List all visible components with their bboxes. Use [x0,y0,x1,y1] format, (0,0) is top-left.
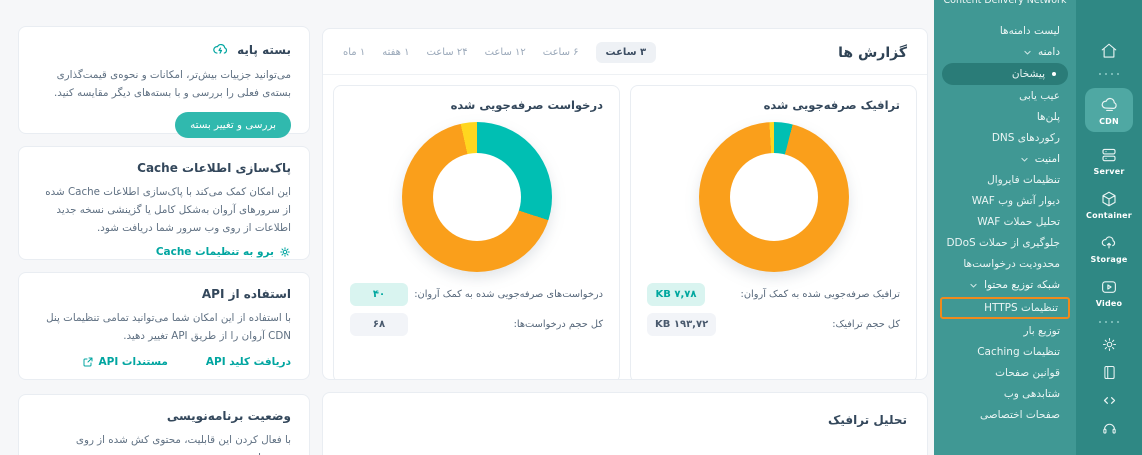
rail-item-code[interactable] [1101,392,1118,409]
video-icon [1100,278,1118,296]
storage-icon [1100,234,1118,252]
menu-section-cdn[interactable]: شبکه توزیع محتوا [934,275,1076,295]
active-bullet-icon [1052,72,1056,76]
time-range-tabs: ۳ ساعت ۶ ساعت ۱۲ ساعت ۲۴ ساعت ۱ هفته ۱ م… [343,42,657,63]
tab-1-month[interactable]: ۱ ماه [343,47,366,58]
saved-requests-value-badge: ۴۰ [350,283,408,306]
rail-item-settings[interactable] [1101,336,1118,353]
tab-1-week[interactable]: ۱ هفته [382,47,410,58]
cdn-cloud-icon [1100,95,1119,114]
rail-item-cdn[interactable]: CDN [1085,88,1133,132]
menu-item-rate-limiting[interactable]: محدودیت درخواست‌ها [963,258,1060,270]
saved-traffic-donut-chart [698,122,849,272]
base-package-card: بسته پایه می‌توانید جزییات بیش‌تر، امکان… [18,26,310,139]
cache-purge-card: پاک‌سازی اطلاعات Cache این امکان کمک می‌… [18,146,310,260]
cloud-refresh-icon [212,41,229,58]
saved-requests-chart-card: درخواست صرفه‌جویی شده درخواست‌های صرفه‌ج… [333,85,620,379]
rail-item-server[interactable]: Server [1094,146,1125,176]
change-package-button[interactable]: بررسی و تغییر بسته [175,112,291,139]
api-usage-card: استفاده از API با استفاده از این امکان ش… [18,272,310,380]
base-package-title: بسته پایه [237,42,291,57]
total-requests-label: کل حجم درخواست‌ها: [513,319,603,330]
menu-item-custom-pages[interactable]: صفحات اختصاصی [980,409,1060,421]
developer-mode-card: وضعیت برنامه‌نویسی با فعال کردن این قابل… [18,394,310,455]
tab-24-hours[interactable]: ۲۴ ساعت [426,47,468,58]
menu-item-domain-list[interactable]: لیست دامنه‌ها [999,25,1060,37]
get-api-key-link[interactable]: دریافت کلید API [205,356,291,369]
api-usage-title: استفاده از API [201,287,291,301]
container-icon [1100,190,1118,208]
rail-divider-dots [1099,321,1119,323]
menu-item-load-balancing[interactable]: توزیع بار [1023,325,1060,337]
menu-item-troubleshooting[interactable]: عیب یابی [1019,90,1060,102]
total-requests-value-badge: ۶۸ [350,313,408,336]
menu-item-caching-settings[interactable]: تنظیمات Caching [977,346,1060,358]
menu-item-waf[interactable]: دیوار آتش وب WAF [971,195,1060,207]
tab-6-hours[interactable]: ۶ ساعت [542,47,579,58]
reports-card: گزارش ها ۳ ساعت ۶ ساعت ۱۲ ساعت ۲۴ ساعت ۱… [322,28,928,380]
menu-item-web-acceleration[interactable]: شتابدهی وب [1003,388,1060,400]
menu-item-ddos-protection[interactable]: جلوگیری از حملات DDoS [946,237,1060,249]
rail-item-storage[interactable]: Storage [1091,234,1128,264]
saved-traffic-chart-title: ترافیک صرفه‌جویی شده [763,98,900,112]
menu-item-plans[interactable]: پلن‌ها [1036,111,1060,123]
headset-icon [1101,420,1118,437]
server-icon [1100,146,1118,164]
total-traffic-value-badge: ۱۹۳,۷۲ KB [647,313,717,336]
rail-item-container[interactable]: Container [1086,190,1132,220]
rail-item-home[interactable] [1100,42,1118,60]
gear-icon [1101,336,1118,353]
rail-item-video[interactable]: Video [1096,278,1122,308]
traffic-analysis-card: تحلیل ترافیک [322,392,928,455]
service-name-label: Content Delivery Network [943,0,1067,6]
reports-title: گزارش ها [838,44,907,61]
external-link-icon [82,356,94,368]
rail-item-support[interactable] [1101,420,1118,437]
tab-3-hours[interactable]: ۳ ساعت [595,42,657,63]
base-package-description: می‌توانید جزییات بیش‌تر، امکانات و نحوه‌… [54,69,291,100]
rail-item-docs[interactable] [1101,364,1118,381]
menu-section-domain[interactable]: دامنه [934,42,1076,62]
chevron-down-icon [1023,48,1032,57]
menu-item-dns-records[interactable]: رکوردهای DNS [991,132,1060,144]
saved-traffic-value-badge: ۷,۷۸ KB [647,283,705,306]
menu-section-security[interactable]: امنیت [934,149,1076,169]
chevron-down-icon [969,281,978,290]
traffic-analysis-title: تحلیل ترافیک [828,413,907,427]
menu-item-firewall-settings[interactable]: تنظیمات فایروال [987,174,1060,186]
rail-divider-dots [1099,73,1119,75]
cdn-menu-panel: Content Delivery Network لیست دامنه‌ها د… [934,0,1076,455]
saved-requests-donut-chart [401,122,552,272]
menu-item-https-settings[interactable]: تنظیمات HTTPS [940,297,1070,319]
saved-requests-chart-title: درخواست صرفه‌جویی شده [450,98,603,112]
saved-traffic-chart-card: ترافیک صرفه‌جویی شده ترافیک صرفه‌جویی شد… [630,85,917,379]
code-icon [1101,392,1118,409]
total-traffic-label: کل حجم ترافیک: [832,319,900,330]
rail-label-server: Server [1093,167,1125,176]
developer-mode-description: با فعال کردن این قابلیت، محتوی کش شده از… [75,434,291,455]
rail-label-container: Container [1086,211,1132,220]
chevron-down-icon [1020,155,1029,164]
docs-icon [1101,364,1118,381]
developer-mode-title: وضعیت برنامه‌نویسی [166,409,291,423]
tab-12-hours[interactable]: ۱۲ ساعت [484,47,526,58]
cache-purge-title: پاک‌سازی اطلاعات Cache [137,161,291,175]
gear-icon [279,246,291,258]
menu-item-page-rules[interactable]: قوانین صفحات [995,367,1060,379]
product-icon-rail: CDN Server Container [1076,0,1142,455]
api-docs-link[interactable]: مستندات API [82,356,168,368]
saved-requests-label: درخواست‌های صرفه‌جویی شده به کمک آروان: [414,289,603,300]
menu-item-waf-analysis[interactable]: تحلیل حملات WAF [977,216,1060,228]
home-icon [1100,42,1118,60]
saved-traffic-label: ترافیک صرفه‌جویی شده به کمک آروان: [740,289,900,300]
rail-label-cdn: CDN [1099,117,1119,126]
rail-label-storage: Storage [1090,255,1128,264]
cache-purge-description: این امکان کمک می‌کند با پاک‌سازی اطلاعات… [45,186,291,235]
menu-item-dashboard[interactable]: پیشخان [934,63,1076,85]
rail-label-video: Video [1095,299,1123,308]
api-usage-description: با استفاده از این امکان شما می‌توانید تم… [46,312,291,343]
cache-settings-link[interactable]: برو به تنظیمات Cache [156,246,291,258]
